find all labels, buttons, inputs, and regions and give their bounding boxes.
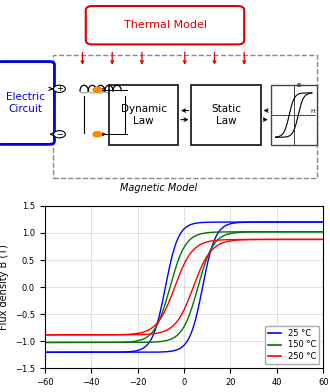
Text: B: B <box>296 83 301 88</box>
Text: Static
Law: Static Law <box>211 104 241 126</box>
FancyBboxPatch shape <box>86 6 244 44</box>
Text: Magnetic Model: Magnetic Model <box>120 183 197 193</box>
Text: −: − <box>56 130 63 139</box>
Text: H: H <box>311 109 315 114</box>
Text: +: + <box>56 84 63 93</box>
Circle shape <box>53 131 65 138</box>
Circle shape <box>93 87 102 93</box>
Circle shape <box>53 85 65 93</box>
Text: Thermal Model: Thermal Model <box>123 20 207 30</box>
Y-axis label: Flux density B (T): Flux density B (T) <box>0 244 9 330</box>
Text: Electric
Circuit: Electric Circuit <box>6 92 45 114</box>
FancyBboxPatch shape <box>0 62 54 144</box>
FancyBboxPatch shape <box>271 85 317 145</box>
Legend: 25 °C, 150 °C, 250 °C: 25 °C, 150 °C, 250 °C <box>265 326 319 364</box>
Circle shape <box>93 132 102 137</box>
FancyBboxPatch shape <box>109 85 178 145</box>
FancyBboxPatch shape <box>191 85 261 145</box>
Text: Dynamic
Law: Dynamic Law <box>120 104 167 126</box>
